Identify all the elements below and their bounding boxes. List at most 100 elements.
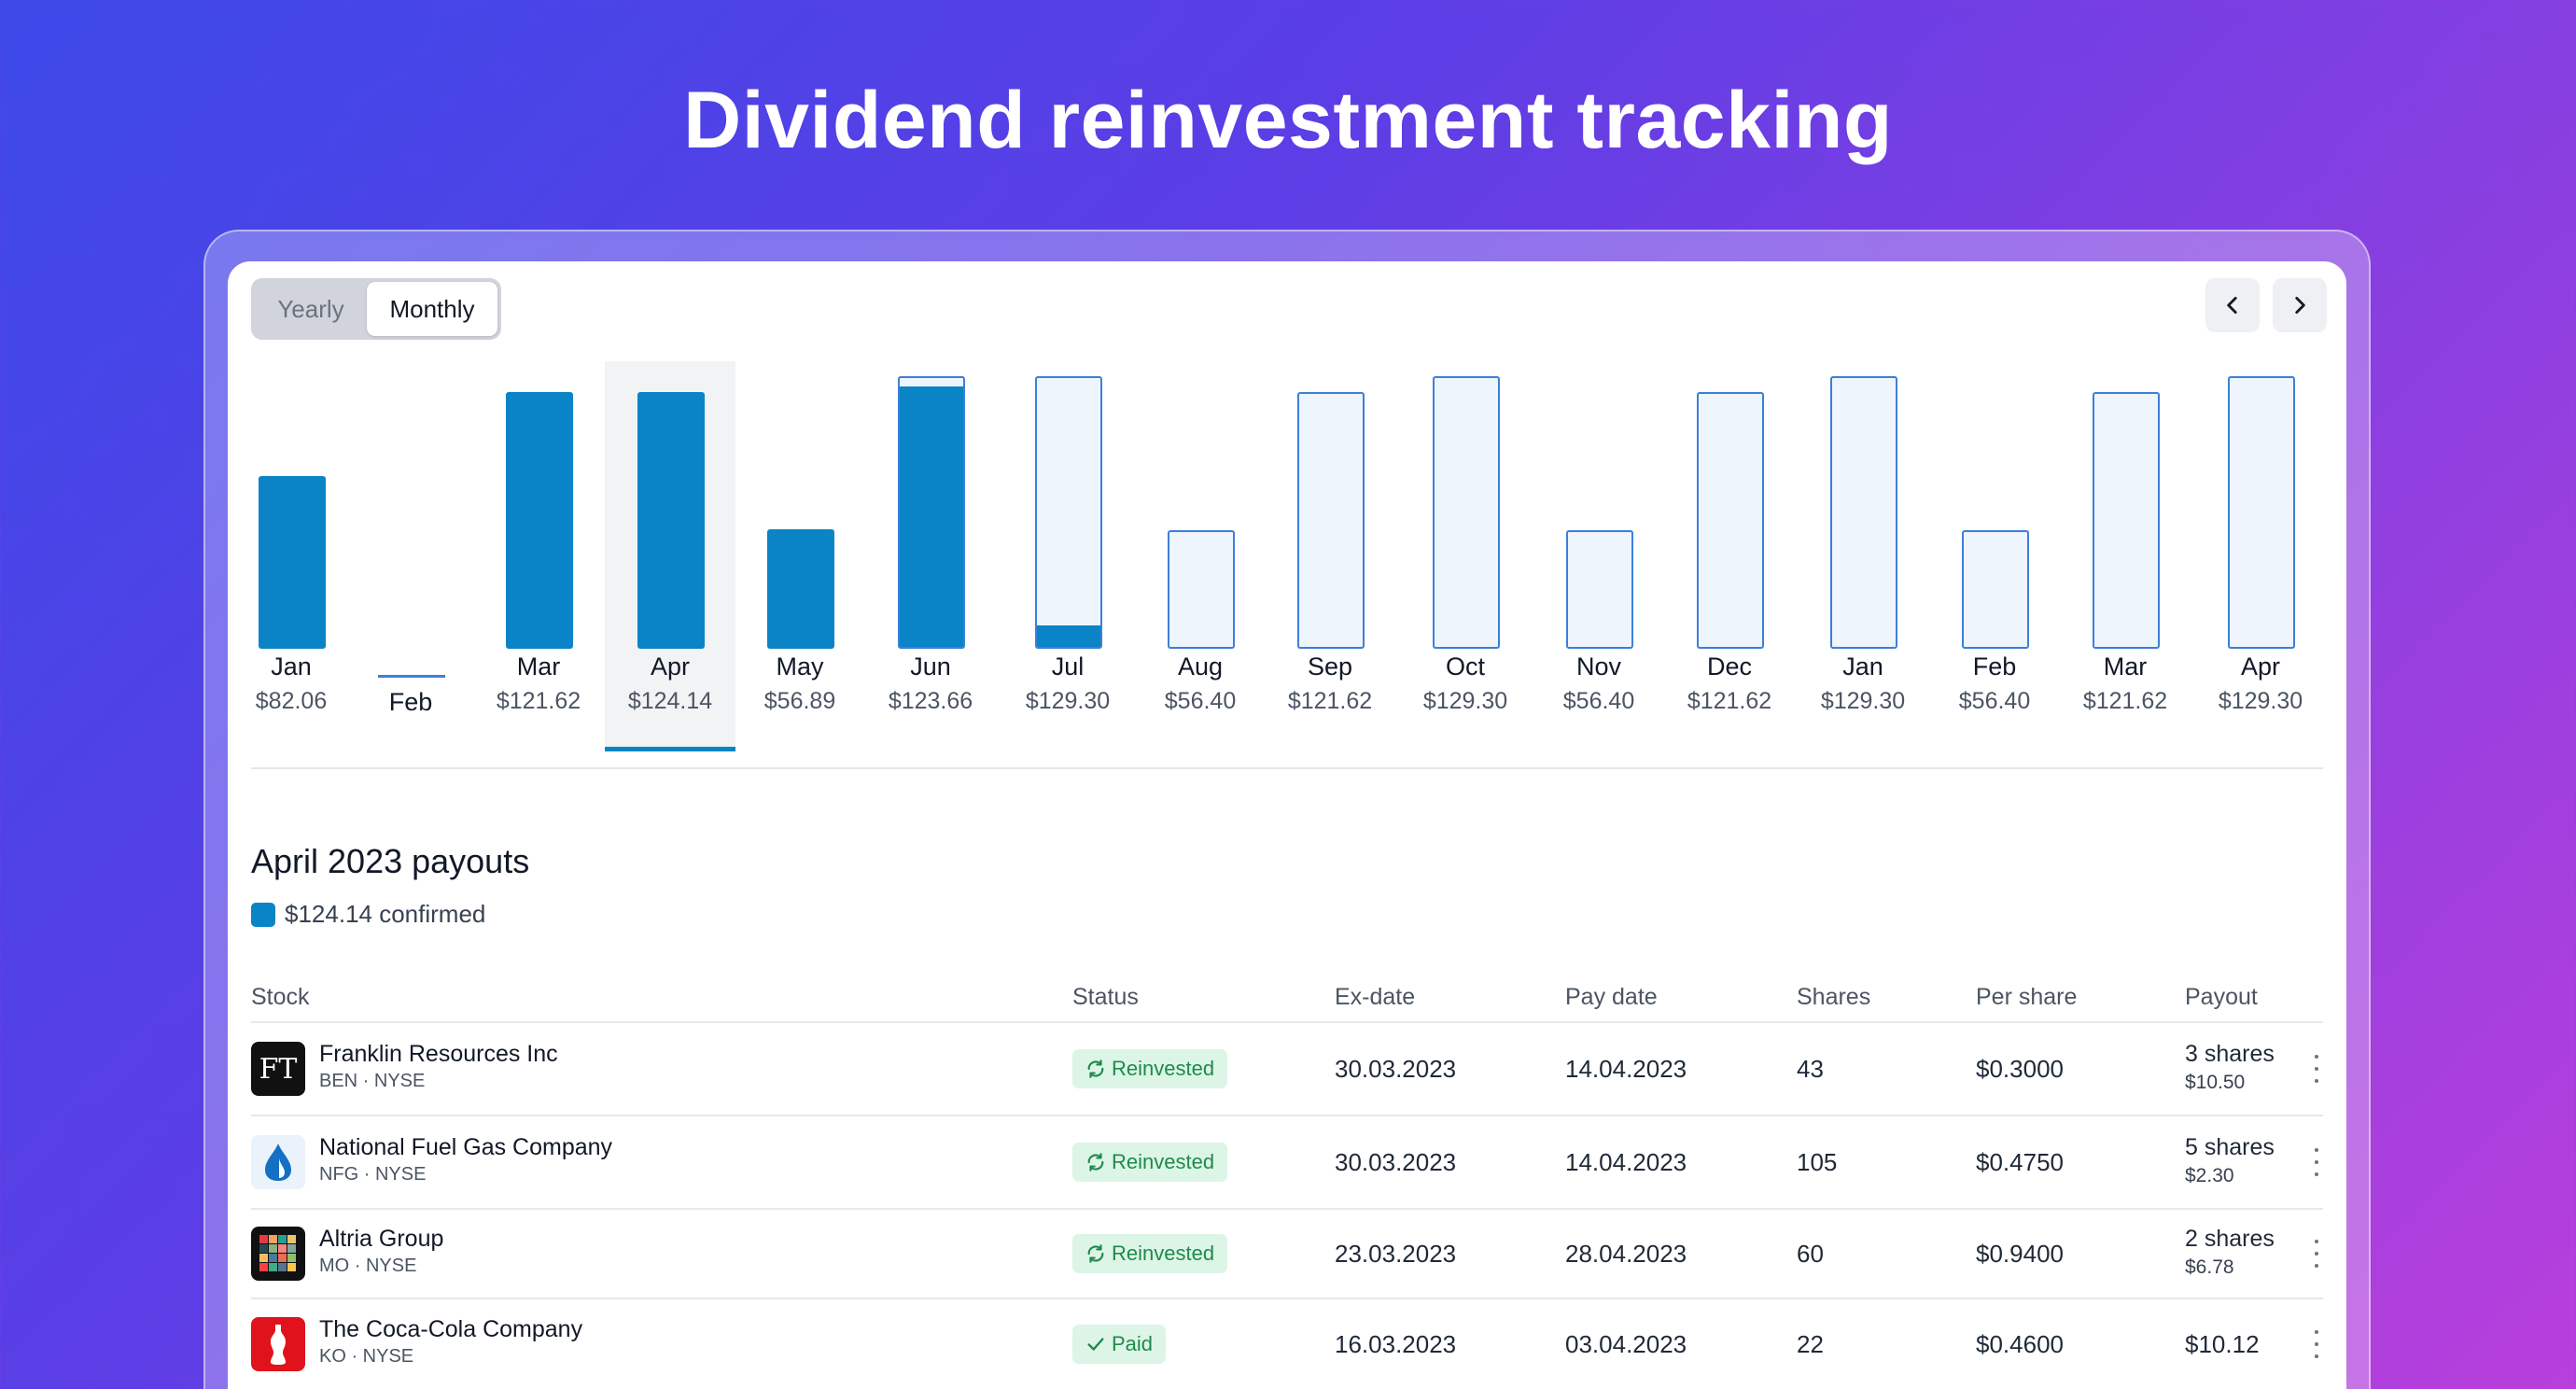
payout-main: $10.12 (2185, 1330, 2260, 1358)
month-column[interactable]: Feb $56.40 (1929, 361, 2060, 751)
ex-date-cell: 30.03.2023 (1335, 1148, 1457, 1176)
bar-expected (1697, 392, 1764, 649)
month-column[interactable]: Mar $121.62 (473, 361, 604, 751)
chevron-left-icon (2227, 297, 2237, 314)
status-badge: Reinvested (1072, 1049, 1228, 1088)
pay-date-cell: 14.04.2023 (1565, 1148, 1687, 1176)
bar-expected (1566, 530, 1633, 649)
pay-date-cell: 03.04.2023 (1565, 1330, 1687, 1358)
stock-name: The Coca-Cola Company (319, 1316, 583, 1342)
bar-confirmed (259, 476, 326, 649)
month-label: Sep (1307, 652, 1353, 680)
row-menu-button[interactable] (2307, 1055, 2326, 1083)
status-badge-label: Reinvested (1112, 1242, 1215, 1265)
month-column[interactable]: Dec $121.62 (1664, 361, 1795, 751)
ex-date-cell: 16.03.2023 (1335, 1330, 1457, 1358)
month-label: Jan (271, 652, 312, 680)
month-column[interactable]: Jul $129.30 (1002, 361, 1133, 751)
kebab-dot (2315, 1160, 2318, 1164)
table-row[interactable]: Altria Group MO · NYSE Reinvested 23.03.202… (228, 1210, 2346, 1298)
month-column[interactable]: Apr $124.14 (605, 361, 735, 751)
status-badge-label: Reinvested (1112, 1057, 1215, 1080)
previous-period-button[interactable] (2205, 278, 2260, 332)
month-column[interactable]: Mar $121.62 (2060, 361, 2191, 751)
period-toggle: Yearly Monthly (251, 278, 501, 340)
payout-main: 2 shares (2185, 1226, 2275, 1252)
table-row[interactable]: The Coca-Cola Company KO · NYSE Paid 16.03.… (228, 1299, 2346, 1389)
month-value-label: $123.66 (888, 688, 973, 714)
column-header-ex-date: Ex-date (1335, 984, 1416, 1010)
per-share-cell: $0.4600 (1976, 1330, 2064, 1358)
stock-ticker: NFG · NYSE (319, 1164, 427, 1185)
row-divider (251, 1208, 2323, 1210)
month-column[interactable]: Nov $56.40 (1533, 361, 1664, 751)
bar-expected (1962, 530, 2029, 649)
kebab-dot (2315, 1055, 2318, 1059)
month-column[interactable]: Apr $129.30 (2195, 361, 2326, 751)
refresh-icon (1087, 1059, 1104, 1078)
month-value-label: $121.62 (1687, 688, 1772, 714)
month-label: Jan (1842, 652, 1883, 680)
month-value-label: $121.62 (2082, 688, 2168, 714)
table-row[interactable]: FT Franklin Resources Inc BEN · NYSE Reinve… (228, 1023, 2346, 1115)
stock-ticker: MO · NYSE (319, 1256, 417, 1276)
kebab-dot (2315, 1079, 2318, 1083)
monthly-toggle-button[interactable]: Monthly (367, 282, 497, 336)
check-icon (1087, 1338, 1104, 1351)
payout-main: 3 shares (2185, 1041, 2275, 1067)
bar-partially-confirmed (898, 376, 965, 649)
payout-sub: $2.30 (2185, 1165, 2234, 1186)
month-label: Oct (1445, 652, 1485, 680)
kebab-dot (2315, 1330, 2318, 1334)
bar-expected (1168, 530, 1235, 649)
chevron-right-icon (2295, 297, 2305, 314)
next-period-button[interactable] (2273, 278, 2327, 332)
row-menu-button[interactable] (2307, 1240, 2326, 1268)
month-value-label: $121.62 (1287, 688, 1373, 714)
bar-expected (1433, 376, 1500, 649)
column-header-shares: Shares (1797, 984, 1871, 1010)
franklin-logo-text: FT (259, 1052, 298, 1086)
bar-confirmed (637, 392, 705, 649)
month-value-label: $129.30 (1422, 688, 1508, 714)
month-value-label: $56.40 (1562, 688, 1635, 714)
chart-divider (251, 767, 2323, 769)
month-column[interactable]: Jan $129.30 (1798, 361, 1928, 751)
month-label: Mar (2103, 652, 2148, 680)
monthly-dividend-chart: Jan $82.06 Feb Mar $121.62 Apr $124.14 May $56.8… (228, 361, 2346, 751)
selected-month-indicator (605, 747, 735, 751)
shares-cell: 43 (1797, 1055, 1824, 1083)
month-column[interactable]: Jan $82.06 (228, 361, 357, 751)
month-value-label: $129.30 (2218, 688, 2303, 714)
month-label: Feb (1972, 652, 2017, 680)
table-row[interactable]: National Fuel Gas Company NFG · NYSE Reinv… (228, 1116, 2346, 1208)
row-menu-button[interactable] (2307, 1148, 2326, 1176)
bar-expected (1297, 392, 1365, 649)
month-value-label: $82.06 (255, 688, 328, 714)
row-menu-button[interactable] (2307, 1330, 2326, 1358)
month-column[interactable]: Aug $56.40 (1135, 361, 1266, 751)
payouts-title: April 2023 payouts (251, 842, 530, 880)
row-divider (251, 1021, 2323, 1023)
month-column[interactable]: Oct $129.30 (1400, 361, 1531, 751)
stock-ticker: BEN · NYSE (319, 1071, 426, 1091)
month-column[interactable]: May $56.89 (735, 361, 865, 751)
month-column[interactable]: Jun $123.66 (865, 361, 996, 751)
month-label: Jun (910, 652, 951, 680)
yearly-toggle-button[interactable]: Yearly (277, 294, 344, 323)
month-value-label: $124.14 (627, 688, 713, 714)
bar-confirmed-fill (1037, 625, 1100, 647)
bar-confirmed (506, 392, 573, 649)
month-column[interactable]: Feb (345, 361, 476, 751)
dividend-card: Yearly Monthly Jan $82.06 Feb Mar $121.62 Apr… (228, 261, 2346, 1389)
column-header-status: Status (1072, 984, 1139, 1010)
month-label: Nov (1575, 652, 1621, 680)
month-value-label: $56.89 (763, 688, 836, 714)
stock-name: Franklin Resources Inc (319, 1041, 558, 1067)
flame-logo (251, 1135, 305, 1189)
kebab-dot (2315, 1067, 2318, 1071)
per-share-cell: $0.9400 (1976, 1240, 2064, 1268)
month-value-label: $121.62 (496, 688, 581, 714)
row-divider (251, 1298, 2323, 1299)
month-column[interactable]: Sep $121.62 (1265, 361, 1395, 751)
